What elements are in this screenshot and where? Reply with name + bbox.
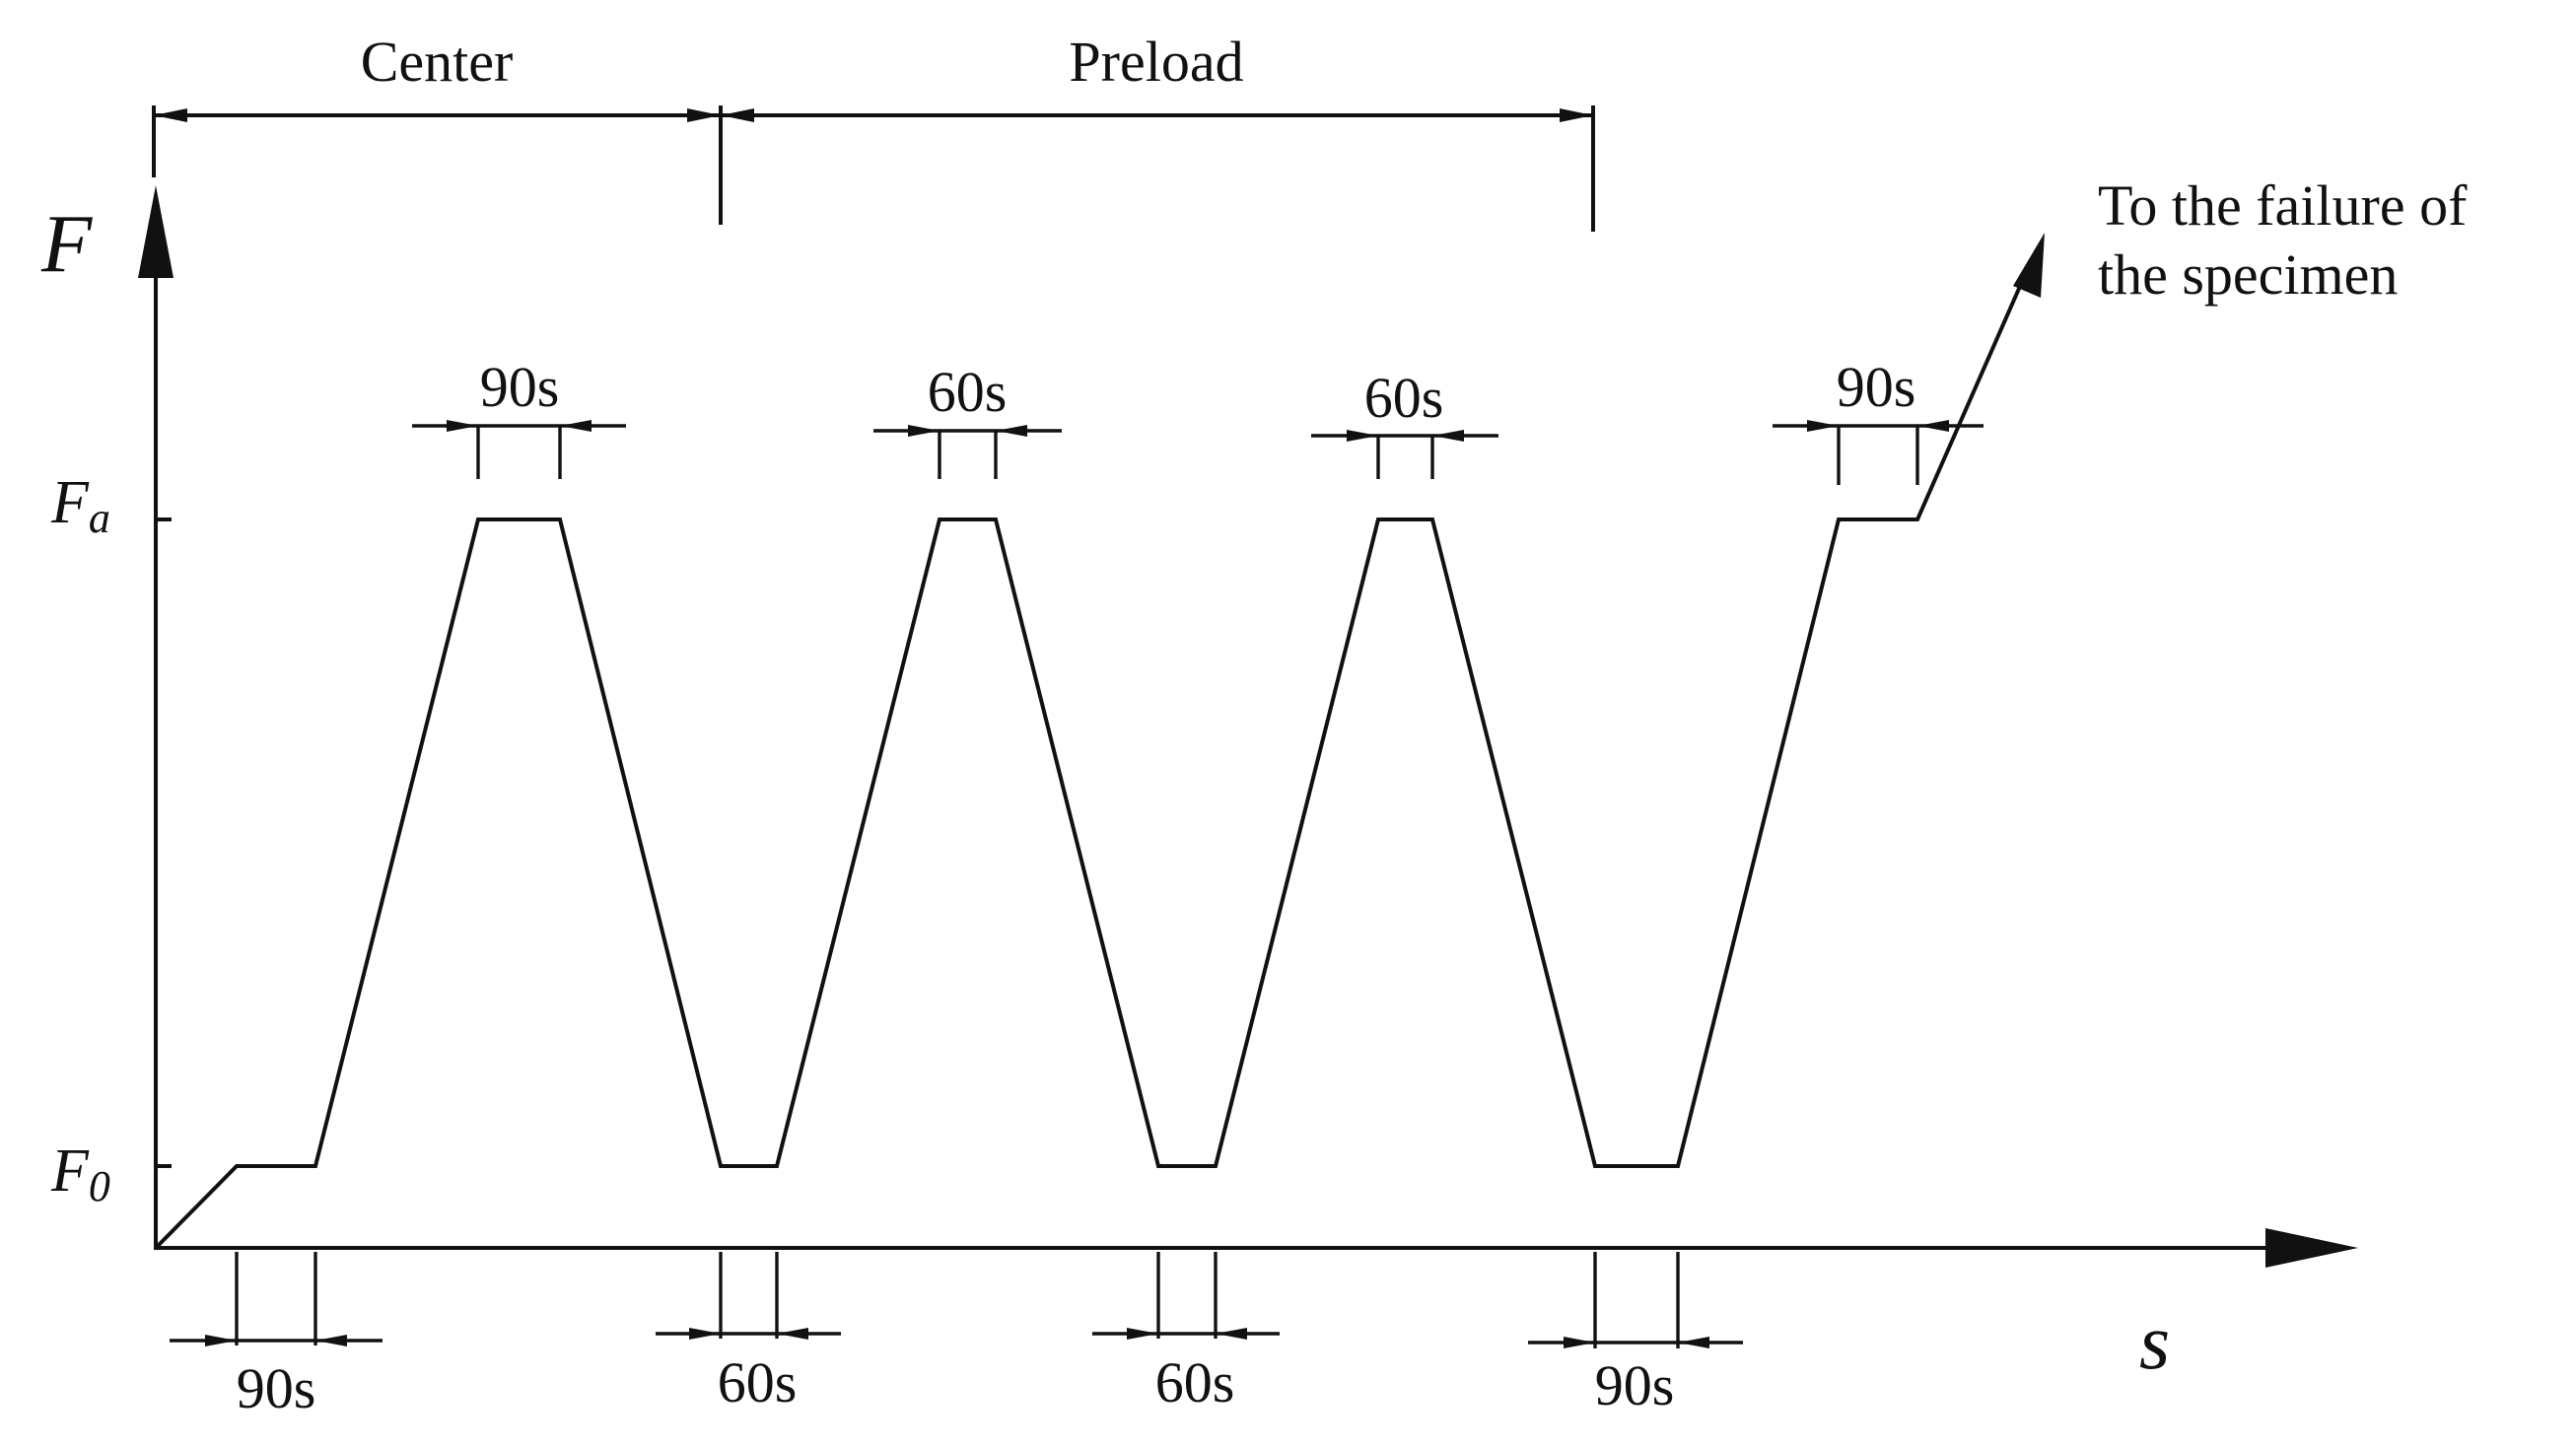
phase-bar: Center Preload xyxy=(152,30,1595,232)
fa-label: Fa xyxy=(50,469,110,542)
arrowhead-right xyxy=(1564,1337,1595,1348)
arrowhead-right xyxy=(205,1335,237,1346)
arrowhead-left xyxy=(1432,430,1464,442)
arrowhead-left xyxy=(777,1328,808,1340)
phase-label-center: Center xyxy=(361,30,514,94)
duration-label: 90s xyxy=(237,1356,316,1420)
arrowhead-left xyxy=(315,1335,347,1346)
x-axis-label: s xyxy=(2139,1299,2170,1386)
arrowhead-right xyxy=(1560,108,1593,122)
arrowhead-left xyxy=(996,425,1027,437)
level-markers: Fa F0 xyxy=(50,469,172,1210)
arrowhead-right xyxy=(1127,1328,1158,1340)
duration-label: 90s xyxy=(1837,355,1916,419)
axes: F s xyxy=(40,185,2358,1386)
arrowhead-right xyxy=(447,420,478,432)
x-axis-arrowhead xyxy=(2265,1228,2358,1268)
arrowhead-left xyxy=(1678,1337,1709,1348)
arrowhead-right xyxy=(689,1328,721,1340)
failure-arrowhead xyxy=(2013,233,2045,298)
arrowhead-left xyxy=(560,420,592,432)
arrowhead-right xyxy=(1347,430,1378,442)
duration-label: 60s xyxy=(718,1350,798,1414)
duration-label: 60s xyxy=(1155,1350,1235,1414)
f0-label: F0 xyxy=(50,1138,110,1210)
phase-label-preload: Preload xyxy=(1069,30,1243,94)
duration-label: 60s xyxy=(1364,366,1444,430)
arrowhead-left xyxy=(721,108,754,122)
y-axis-label: F xyxy=(40,198,94,290)
duration-label: 90s xyxy=(480,355,560,419)
duration-label: 90s xyxy=(1595,1353,1675,1417)
arrowhead-left xyxy=(154,108,187,122)
load-path xyxy=(154,265,2031,1250)
duration-label: 60s xyxy=(928,360,1008,424)
arrowhead-right xyxy=(687,108,721,122)
y-axis-arrowhead xyxy=(138,185,174,278)
arrowhead-right xyxy=(1807,420,1839,432)
arrowhead-right xyxy=(908,425,940,437)
bottom-durations: 90s 60s 60s 90s xyxy=(170,1252,1743,1420)
arrowhead-left xyxy=(1917,420,1949,432)
top-durations: 90s 60s 60s 90s xyxy=(412,355,1984,485)
arrowhead-left xyxy=(1216,1328,1247,1340)
failure-note: To the failure of the specimen xyxy=(2098,173,2481,307)
